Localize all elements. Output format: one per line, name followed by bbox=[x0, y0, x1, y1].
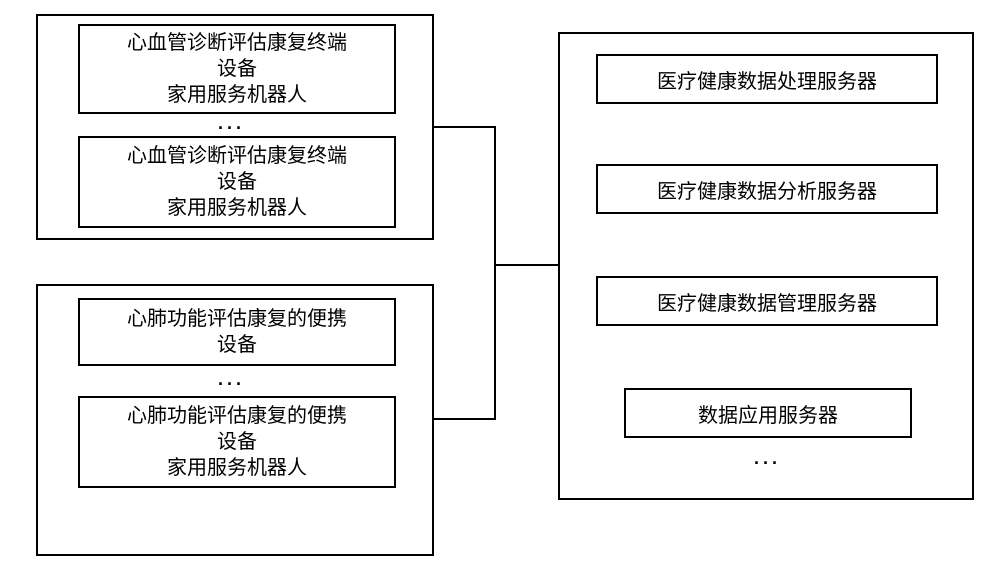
ellipsis-icon: ... bbox=[218, 369, 245, 390]
connector-line bbox=[494, 264, 558, 266]
ellipsis-icon: ... bbox=[754, 448, 781, 469]
box-text: 心肺功能评估康复的便携 bbox=[127, 306, 347, 332]
box-text: 家用服务机器人 bbox=[167, 82, 307, 108]
server-label: 数据应用服务器 bbox=[698, 399, 838, 428]
server-label: 医疗健康数据分析服务器 bbox=[657, 175, 877, 204]
box-text: 设备 bbox=[217, 169, 257, 195]
ellipsis-icon: ... bbox=[218, 113, 245, 134]
box-text: 设备 bbox=[217, 332, 257, 358]
connector-line bbox=[494, 126, 496, 420]
server-box-3: 医疗健康数据管理服务器 bbox=[596, 276, 938, 326]
server-label: 医疗健康数据处理服务器 bbox=[657, 65, 877, 94]
box-text: 心肺功能评估康复的便携 bbox=[127, 403, 347, 429]
left-top-box-1: 心血管诊断评估康复终端 设备 家用服务机器人 bbox=[78, 24, 396, 114]
box-text: 家用服务机器人 bbox=[167, 195, 307, 221]
left-top-box-2: 心血管诊断评估康复终端 设备 家用服务机器人 bbox=[78, 136, 396, 228]
box-text: 心血管诊断评估康复终端 bbox=[127, 143, 347, 169]
box-text: 心血管诊断评估康复终端 bbox=[127, 30, 347, 56]
server-box-4: 数据应用服务器 bbox=[624, 388, 912, 438]
box-text: 设备 bbox=[217, 56, 257, 82]
left-bottom-box-1: 心肺功能评估康复的便携 设备 bbox=[78, 298, 396, 366]
box-text: 家用服务机器人 bbox=[167, 455, 307, 481]
left-bottom-box-2: 心肺功能评估康复的便携 设备 家用服务机器人 bbox=[78, 396, 396, 488]
server-box-2: 医疗健康数据分析服务器 bbox=[596, 164, 938, 214]
connector-line bbox=[434, 418, 496, 420]
connector-line bbox=[434, 126, 496, 128]
server-box-1: 医疗健康数据处理服务器 bbox=[596, 54, 938, 104]
box-text: 设备 bbox=[217, 429, 257, 455]
server-label: 医疗健康数据管理服务器 bbox=[657, 287, 877, 316]
